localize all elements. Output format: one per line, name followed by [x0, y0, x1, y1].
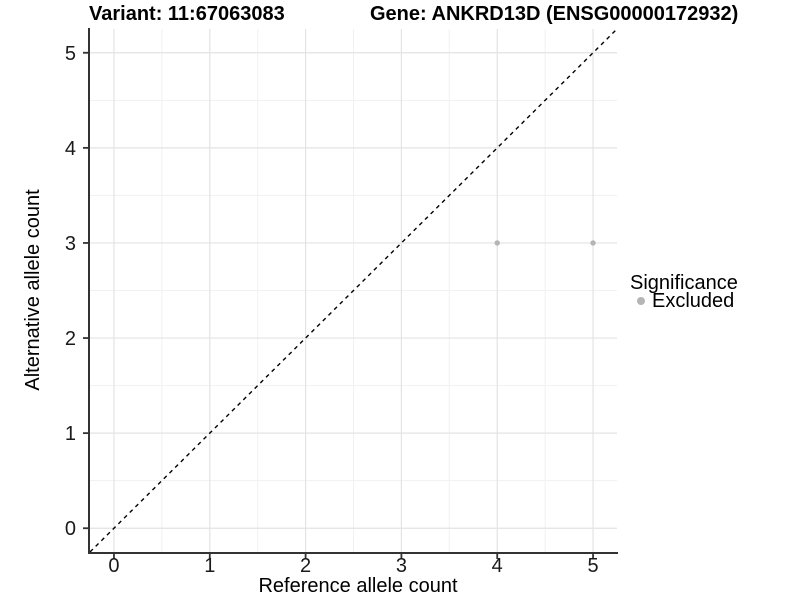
axis-lines — [88, 28, 618, 554]
plot-title-gene: Gene: ANKRD13D (ENSG00000172932) — [370, 3, 738, 25]
x-tick-label: 5 — [587, 555, 598, 577]
legend-entry: Excluded — [630, 290, 738, 312]
legend-entries: Excluded — [630, 290, 738, 312]
x-tick-label: 0 — [108, 555, 119, 577]
x-axis-title: Reference allele count — [258, 575, 457, 597]
y-tick-label: 3 — [65, 233, 76, 255]
plot-title-variant: Variant: 11:67063083 — [89, 3, 285, 25]
legend-title: Significance — [630, 272, 738, 294]
y-tick-label: 4 — [65, 138, 76, 160]
tick-labels: 0 1 2 3 4 5 0 1 2 3 4 5 — [65, 43, 599, 577]
x-tick-label: 4 — [492, 555, 503, 577]
data-point — [590, 240, 596, 246]
y-tick-label: 1 — [65, 423, 76, 445]
legend-key-dot-icon — [637, 297, 645, 305]
gridlines-minor — [90, 29, 617, 552]
y-tick-label: 0 — [65, 518, 76, 540]
x-tick-label: 1 — [204, 555, 215, 577]
legend-entry-label: Excluded — [652, 290, 735, 312]
y-tick-label: 2 — [65, 328, 76, 350]
gridlines-major — [90, 29, 617, 552]
y-tick-label: 5 — [65, 43, 76, 65]
legend: Significance Excluded — [630, 272, 738, 312]
y-axis-title: Alternative allele count — [22, 189, 44, 391]
identity-line-group — [89, 28, 618, 553]
data-point — [494, 240, 500, 246]
x-tick-label: 3 — [396, 555, 407, 577]
data-points — [494, 240, 596, 246]
x-tick-label: 2 — [300, 555, 311, 577]
tick-marks — [83, 51, 594, 559]
identity-line — [89, 28, 618, 553]
